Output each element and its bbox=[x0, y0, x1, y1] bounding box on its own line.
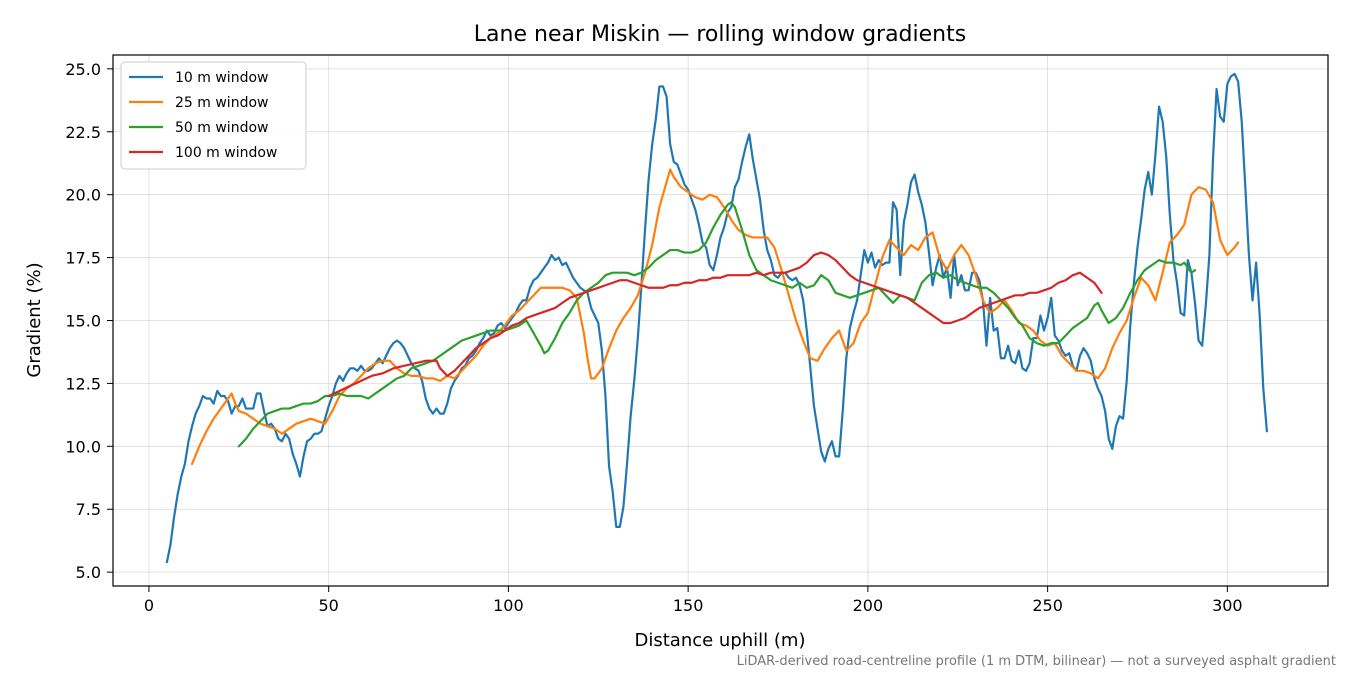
legend: 10 m window 25 m window 50 m window 100 … bbox=[120, 61, 307, 170]
series-line-0 bbox=[165, 72, 1268, 564]
y-tick-label: 10.0 bbox=[65, 437, 101, 456]
y-axis-label: Gradient (%) bbox=[24, 262, 45, 377]
series-line-2 bbox=[237, 201, 1197, 448]
y-tick-label: 7.5 bbox=[76, 500, 101, 519]
y-tick-label: 12.5 bbox=[65, 374, 101, 393]
axis-ticks: 0 50 100 150 200 250 300 5.0 7.5 10.0 12.5 15.0 17.5… bbox=[65, 60, 1242, 615]
legend-label-10m: 10 m window bbox=[175, 70, 268, 86]
y-tick-label: 20.0 bbox=[65, 186, 101, 205]
legend-label-100m: 100 m window bbox=[175, 145, 277, 161]
x-tick-label: 0 bbox=[144, 596, 154, 615]
legend-label-50m: 50 m window bbox=[175, 120, 268, 136]
legend-label-25m: 25 m window bbox=[175, 95, 268, 111]
x-tick-label: 200 bbox=[853, 596, 884, 615]
x-tick-label: 300 bbox=[1212, 596, 1243, 615]
grid-lines bbox=[113, 55, 1328, 586]
x-axis-label: Distance uphill (m) bbox=[635, 630, 806, 651]
figure-caption: LiDAR-derived road-centreline profile (1… bbox=[737, 654, 1336, 669]
x-tick-label: 250 bbox=[1032, 596, 1063, 615]
y-tick-label: 5.0 bbox=[76, 563, 101, 582]
x-tick-label: 100 bbox=[493, 596, 524, 615]
x-tick-label: 150 bbox=[673, 596, 704, 615]
legend-box bbox=[120, 61, 307, 170]
chart-title: Lane near Miskin — rolling window gradie… bbox=[474, 22, 966, 47]
y-tick-label: 17.5 bbox=[65, 249, 101, 268]
series-line-1 bbox=[190, 168, 1240, 466]
series-lines bbox=[165, 72, 1268, 564]
y-tick-label: 22.5 bbox=[65, 123, 101, 142]
y-tick-label: 15.0 bbox=[65, 312, 101, 331]
x-tick-label: 50 bbox=[319, 596, 339, 615]
y-tick-label: 25.0 bbox=[65, 60, 101, 79]
series-line-3 bbox=[327, 251, 1103, 398]
